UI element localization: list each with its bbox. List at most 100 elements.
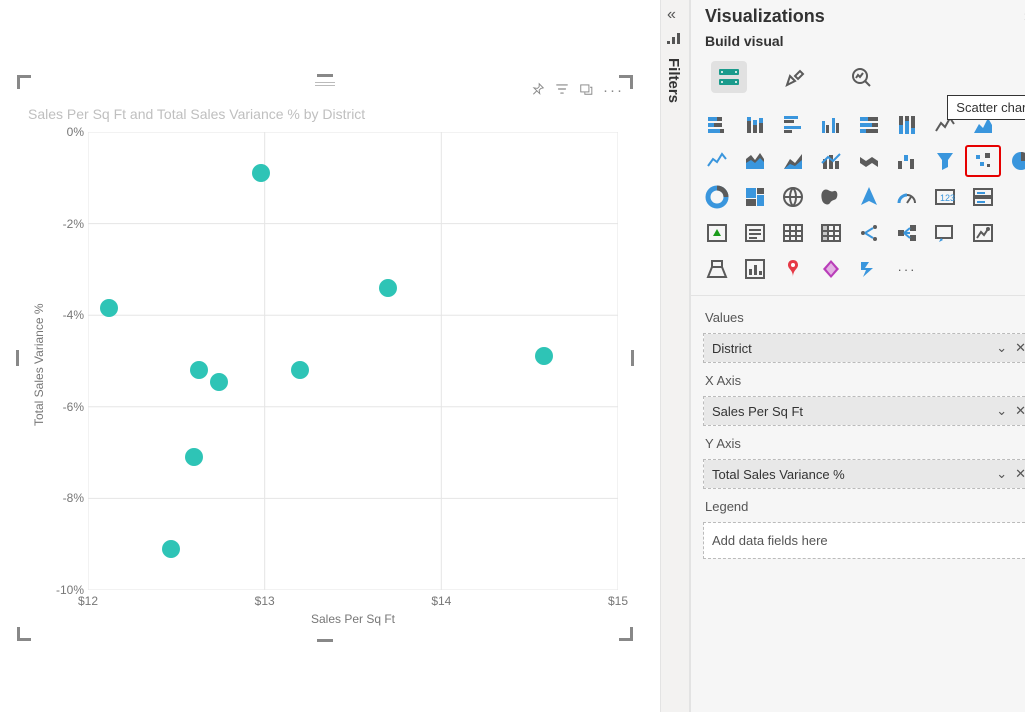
scatter-chart-card[interactable]: ··· Sales Per Sq Ft and Total Sales Vari… xyxy=(18,76,632,640)
build-visual-label: Build visual xyxy=(691,33,1025,55)
multi-row-card-icon[interactable] xyxy=(965,181,1001,213)
remove-field-icon[interactable]: ✕ xyxy=(1015,340,1025,356)
y-axis-label: Total Sales Variance % xyxy=(32,303,46,426)
line-stacked-column-icon[interactable] xyxy=(813,145,849,177)
filters-rail[interactable]: « Filters xyxy=(660,0,690,712)
line-chart-icon[interactable] xyxy=(699,145,735,177)
filter-icon[interactable] xyxy=(555,82,569,100)
xaxis-well-label: X Axis xyxy=(703,367,1025,392)
more-options-icon[interactable]: ··· xyxy=(603,82,624,100)
azure-map-icon[interactable] xyxy=(851,181,887,213)
r-visual-icon[interactable] xyxy=(851,217,887,249)
filled-map-icon[interactable] xyxy=(813,181,849,213)
x-axis-label: Sales Per Sq Ft xyxy=(88,612,618,626)
y-tick: -2% xyxy=(63,217,84,231)
chevron-down-icon[interactable]: ⌄ xyxy=(996,403,1007,419)
data-point[interactable] xyxy=(291,361,309,379)
decomposition-tree-icon[interactable] xyxy=(965,217,1001,249)
yaxis-well-label: Y Axis xyxy=(703,430,1025,455)
hundred-stacked-column-icon[interactable] xyxy=(889,109,925,141)
data-point[interactable] xyxy=(535,347,553,365)
power-apps-icon[interactable] xyxy=(813,253,849,285)
stacked-bar-icon[interactable] xyxy=(699,109,735,141)
clustered-bar-icon[interactable] xyxy=(775,109,811,141)
data-point[interactable] xyxy=(252,164,270,182)
visualizations-pane: Visualizations » Build visual Scatter ch… xyxy=(690,0,1025,712)
donut-chart-icon[interactable] xyxy=(699,181,735,213)
card-action-bar: ··· xyxy=(531,82,624,100)
data-point[interactable] xyxy=(190,361,208,379)
app-root: ··· Sales Per Sq Ft and Total Sales Vari… xyxy=(0,0,1025,712)
report-canvas[interactable]: ··· Sales Per Sq Ft and Total Sales Vari… xyxy=(0,0,660,712)
format-tab[interactable] xyxy=(777,61,813,93)
data-point[interactable] xyxy=(162,540,180,558)
funnel-icon[interactable] xyxy=(927,145,963,177)
yaxis-well[interactable]: Total Sales Variance % ⌄✕ xyxy=(703,459,1025,489)
clustered-column-icon[interactable] xyxy=(813,109,849,141)
x-tick: $13 xyxy=(255,594,275,608)
key-influencers-icon[interactable] xyxy=(927,217,963,249)
matrix-icon[interactable] xyxy=(813,217,849,249)
chevron-down-icon[interactable]: ⌄ xyxy=(996,466,1007,482)
area-chart-icon[interactable] xyxy=(737,145,773,177)
values-well-item[interactable]: District ⌄ ✕ xyxy=(704,334,1025,362)
hundred-stacked-bar-icon[interactable] xyxy=(851,109,887,141)
chevron-down-icon[interactable]: ⌄ xyxy=(996,340,1007,356)
stacked-area-icon[interactable] xyxy=(775,145,811,177)
analytics-tab[interactable] xyxy=(843,61,879,93)
legend-well[interactable]: Add data fields here xyxy=(703,522,1025,559)
svg-text:123: 123 xyxy=(940,193,955,203)
resize-handle-bl[interactable] xyxy=(17,627,31,641)
legend-well-label: Legend xyxy=(703,493,1025,518)
visualization-gallery: Scatter chart xyxy=(691,105,1025,295)
scatter-chart-icon[interactable] xyxy=(965,145,1001,177)
collapse-filters-icon[interactable]: « xyxy=(667,6,676,24)
filters-pane-label[interactable]: Filters xyxy=(665,58,682,103)
table-icon[interactable] xyxy=(775,217,811,249)
map-icon[interactable] xyxy=(775,181,811,213)
resize-handle-r[interactable] xyxy=(631,350,634,366)
y-tick: 0% xyxy=(67,125,84,139)
smart-narrative-icon[interactable] xyxy=(737,253,773,285)
field-label: District xyxy=(712,341,752,356)
values-well[interactable]: District ⌄ ✕ xyxy=(703,333,1025,363)
treemap-icon[interactable] xyxy=(737,181,773,213)
ribbon-chart-icon[interactable] xyxy=(851,145,887,177)
fields-tab[interactable] xyxy=(711,61,747,93)
resize-handle-l[interactable] xyxy=(16,350,19,366)
resize-handle-t[interactable] xyxy=(317,74,333,77)
py-visual-icon[interactable] xyxy=(889,217,925,249)
legend-well-placeholder: Add data fields here xyxy=(704,523,1025,558)
power-automate-icon[interactable] xyxy=(851,253,887,285)
slicer-icon[interactable] xyxy=(737,217,773,249)
resize-handle-b[interactable] xyxy=(317,639,333,642)
resize-handle-br[interactable] xyxy=(619,627,633,641)
data-point[interactable] xyxy=(185,448,203,466)
y-tick: -6% xyxy=(63,400,84,414)
pie-chart-icon[interactable] xyxy=(1003,145,1025,177)
data-point[interactable] xyxy=(379,279,397,297)
visualizations-title: Visualizations xyxy=(705,6,825,27)
remove-field-icon[interactable]: ✕ xyxy=(1015,466,1025,482)
pin-icon[interactable] xyxy=(531,82,545,100)
kpi-icon[interactable] xyxy=(699,217,735,249)
paginated-report-icon[interactable] xyxy=(775,253,811,285)
focus-mode-icon[interactable] xyxy=(579,82,593,100)
x-tick: $12 xyxy=(78,594,98,608)
resize-handle-tl[interactable] xyxy=(17,75,31,89)
qa-icon[interactable] xyxy=(699,253,735,285)
card-drag-handle[interactable] xyxy=(315,82,335,88)
xaxis-well[interactable]: Sales Per Sq Ft ⌄✕ xyxy=(703,396,1025,426)
xaxis-well-item[interactable]: Sales Per Sq Ft ⌄✕ xyxy=(704,397,1025,425)
chart-title: Sales Per Sq Ft and Total Sales Variance… xyxy=(28,106,365,122)
filters-icon[interactable] xyxy=(667,30,683,47)
remove-field-icon[interactable]: ✕ xyxy=(1015,403,1025,419)
yaxis-well-item[interactable]: Total Sales Variance % ⌄✕ xyxy=(704,460,1025,488)
waterfall-icon[interactable] xyxy=(889,145,925,177)
card-icon[interactable]: 123 xyxy=(927,181,963,213)
stacked-column-icon[interactable] xyxy=(737,109,773,141)
data-point[interactable] xyxy=(210,373,228,391)
get-more-visuals-icon[interactable]: ··· xyxy=(889,253,925,285)
gauge-icon[interactable] xyxy=(889,181,925,213)
data-point[interactable] xyxy=(100,299,118,317)
